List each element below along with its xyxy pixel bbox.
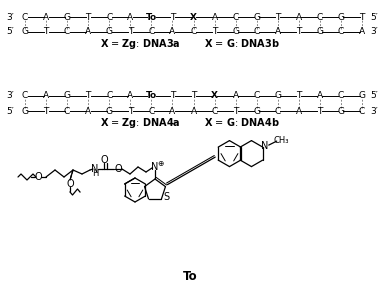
Text: G: G bbox=[22, 107, 28, 116]
Text: 3′: 3′ bbox=[6, 92, 14, 101]
Text: T: T bbox=[296, 27, 301, 36]
Text: G: G bbox=[358, 92, 366, 101]
Text: O: O bbox=[114, 164, 122, 174]
Text: C: C bbox=[190, 27, 196, 36]
Text: O: O bbox=[66, 179, 74, 189]
Text: 5′: 5′ bbox=[6, 27, 14, 36]
Text: T: T bbox=[212, 27, 217, 36]
Text: A: A bbox=[169, 107, 176, 116]
Text: T: T bbox=[317, 107, 323, 116]
Text: A: A bbox=[43, 92, 49, 101]
Text: C: C bbox=[253, 27, 260, 36]
Text: A: A bbox=[190, 107, 196, 116]
Text: T: T bbox=[170, 12, 175, 21]
Text: N: N bbox=[91, 164, 99, 174]
Text: A: A bbox=[127, 92, 133, 101]
Text: T: T bbox=[359, 12, 365, 21]
Text: C: C bbox=[317, 12, 323, 21]
Text: A: A bbox=[85, 107, 91, 116]
Text: G: G bbox=[253, 12, 260, 21]
Text: T: T bbox=[128, 27, 133, 36]
Text: T: T bbox=[86, 12, 91, 21]
Text: C: C bbox=[22, 92, 28, 101]
Text: G: G bbox=[63, 92, 71, 101]
Text: C: C bbox=[64, 107, 70, 116]
Text: To: To bbox=[183, 270, 197, 283]
Text: T: T bbox=[170, 92, 175, 101]
Text: O: O bbox=[100, 155, 108, 165]
Text: A: A bbox=[233, 92, 239, 101]
Text: C: C bbox=[106, 92, 112, 101]
Text: G: G bbox=[337, 12, 344, 21]
Text: 5′: 5′ bbox=[370, 12, 378, 21]
Text: O: O bbox=[34, 172, 42, 182]
Text: G: G bbox=[337, 107, 344, 116]
Text: A: A bbox=[296, 107, 302, 116]
Text: To: To bbox=[146, 92, 157, 101]
Text: A: A bbox=[317, 92, 323, 101]
Text: G: G bbox=[274, 92, 281, 101]
Text: 3′: 3′ bbox=[6, 12, 14, 21]
Text: G: G bbox=[22, 27, 28, 36]
Text: G: G bbox=[63, 12, 71, 21]
Text: To: To bbox=[146, 12, 157, 21]
Text: C: C bbox=[275, 107, 281, 116]
Text: A: A bbox=[127, 12, 133, 21]
Text: S: S bbox=[163, 192, 169, 202]
Text: 3′: 3′ bbox=[370, 107, 378, 116]
Text: 5′: 5′ bbox=[370, 92, 378, 101]
Text: C: C bbox=[148, 27, 155, 36]
Text: T: T bbox=[191, 92, 196, 101]
Text: C: C bbox=[338, 92, 344, 101]
Text: A: A bbox=[169, 27, 176, 36]
Text: X: X bbox=[211, 92, 218, 101]
Text: X: X bbox=[190, 12, 197, 21]
Text: T: T bbox=[43, 27, 49, 36]
Text: C: C bbox=[106, 12, 112, 21]
Text: C: C bbox=[148, 107, 155, 116]
Text: T: T bbox=[275, 12, 280, 21]
Text: G: G bbox=[317, 27, 323, 36]
Text: C: C bbox=[211, 107, 218, 116]
Text: 3′: 3′ bbox=[370, 27, 378, 36]
Text: T: T bbox=[296, 92, 301, 101]
Text: G: G bbox=[232, 27, 239, 36]
Text: C: C bbox=[338, 27, 344, 36]
Text: ⊕: ⊕ bbox=[157, 158, 163, 168]
Text: 5′: 5′ bbox=[6, 107, 14, 116]
Text: C: C bbox=[233, 12, 239, 21]
Text: A: A bbox=[359, 27, 365, 36]
Text: T: T bbox=[128, 107, 133, 116]
Text: A: A bbox=[275, 27, 281, 36]
Text: A: A bbox=[85, 27, 91, 36]
Text: T: T bbox=[43, 107, 49, 116]
Text: T: T bbox=[86, 92, 91, 101]
Text: A: A bbox=[212, 12, 218, 21]
Text: $\bf{X}$ = $\bf{Zg}$: $\bf{DNA3a}$        $\bf{X}$ = $\bf{G}$: $\bf{DNA3b}$: $\bf{X}$ = $\bf{Zg}$: $\bf{DNA3a}$ $\bf{… bbox=[100, 37, 280, 51]
Text: CH₃: CH₃ bbox=[274, 136, 290, 144]
Text: N: N bbox=[261, 141, 268, 151]
Text: $\bf{X}$ = $\bf{Zg}$: $\bf{DNA4a}$        $\bf{X}$ = $\bf{G}$: $\bf{DNA4b}$: $\bf{X}$ = $\bf{Zg}$: $\bf{DNA4a}$ $\bf{… bbox=[100, 116, 280, 130]
Text: A: A bbox=[43, 12, 49, 21]
Text: G: G bbox=[106, 27, 113, 36]
Text: C: C bbox=[253, 92, 260, 101]
Text: T: T bbox=[233, 107, 238, 116]
Text: N: N bbox=[151, 162, 159, 172]
Text: H: H bbox=[92, 170, 98, 179]
Text: A: A bbox=[296, 12, 302, 21]
Text: C: C bbox=[64, 27, 70, 36]
Text: C: C bbox=[22, 12, 28, 21]
Text: G: G bbox=[253, 107, 260, 116]
Text: C: C bbox=[359, 107, 365, 116]
Text: G: G bbox=[106, 107, 113, 116]
